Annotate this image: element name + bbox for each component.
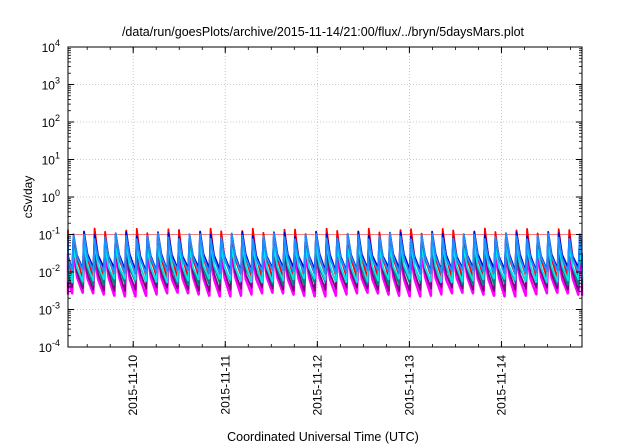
x-axis-label: Coordinated Universal Time (UTC) [227,430,419,444]
y-axis-label: cSv/day [21,176,35,219]
y-tick-label: 10-4 [39,338,60,355]
y-tick-label: 102 [42,113,60,130]
chart-title: /data/run/goesPlots/archive/2015-11-14/2… [122,25,525,39]
x-tick-label: 2015-11-11 [218,355,232,415]
y-tick-label: 10-1 [39,226,60,243]
series-line-7 [67,232,583,275]
x-tick-label: 2015-11-10 [126,355,140,416]
y-tick-label: 100 [42,188,60,205]
x-tick-label: 2015-11-14 [494,355,508,416]
y-tick-label: 103 [42,76,60,93]
y-tick-label: 10-3 [39,301,60,318]
x-tick-label: 2015-11-13 [402,355,416,416]
series-line-5 [67,241,583,284]
y-axis: 10-4 10-3 10-2 10-1 100 101 102 103 104 [39,38,582,355]
x-axis: 2015-11-10 2015-11-11 2015-11-12 2015-11-13… [86,47,571,416]
y-tick-label: 10-2 [39,263,60,280]
y-tick-label: 101 [42,151,60,168]
series-group [66,227,584,298]
y-tick-label: 104 [42,38,60,55]
x-tick-label: 2015-11-12 [310,355,324,416]
